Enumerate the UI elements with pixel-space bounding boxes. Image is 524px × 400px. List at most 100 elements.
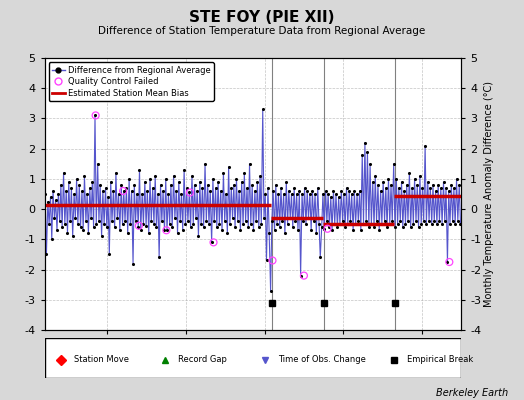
Point xyxy=(247,221,255,228)
Point xyxy=(61,221,69,228)
Point xyxy=(71,215,80,221)
Point xyxy=(172,188,180,194)
Point xyxy=(315,221,323,228)
Point xyxy=(70,191,78,197)
Point xyxy=(114,191,123,197)
Point xyxy=(99,188,107,194)
Point xyxy=(328,227,336,234)
Point xyxy=(184,218,192,224)
Point xyxy=(223,230,232,236)
Point xyxy=(112,170,120,176)
Point xyxy=(392,176,400,182)
Point xyxy=(388,218,397,224)
Point xyxy=(454,218,462,224)
Point xyxy=(169,173,178,179)
Point xyxy=(108,218,116,224)
Point xyxy=(143,188,151,194)
Point xyxy=(230,182,238,188)
Point xyxy=(248,182,256,188)
Point xyxy=(371,173,379,179)
Point xyxy=(146,176,154,182)
Point xyxy=(299,218,308,224)
Point xyxy=(416,173,424,179)
Point xyxy=(402,182,411,188)
Point xyxy=(62,188,70,194)
Point xyxy=(258,106,267,112)
Point xyxy=(358,152,366,158)
Point xyxy=(349,227,357,234)
Point xyxy=(211,185,220,191)
Point xyxy=(106,179,115,185)
Point xyxy=(121,218,129,224)
Point xyxy=(456,221,465,228)
Point xyxy=(90,224,98,230)
Point xyxy=(209,176,217,182)
Point xyxy=(452,176,461,182)
Point xyxy=(97,233,106,240)
Point xyxy=(239,221,247,228)
Point xyxy=(59,170,68,176)
Text: STE FOY (PIE XII): STE FOY (PIE XII) xyxy=(189,10,335,25)
Point xyxy=(130,182,138,188)
Text: Record Gap: Record Gap xyxy=(178,356,227,364)
Point xyxy=(291,218,300,224)
Point xyxy=(109,188,117,194)
Point xyxy=(176,218,184,224)
Point xyxy=(137,227,145,234)
Point xyxy=(370,224,378,230)
Point xyxy=(435,218,444,224)
Point xyxy=(384,176,392,182)
Point xyxy=(290,185,298,191)
Point xyxy=(413,182,421,188)
Point xyxy=(344,221,352,228)
Point xyxy=(405,170,413,176)
Point xyxy=(77,224,85,230)
Point xyxy=(271,182,280,188)
Point xyxy=(80,173,89,179)
Point xyxy=(228,215,237,221)
Point xyxy=(104,194,112,200)
Point xyxy=(333,224,342,230)
Point xyxy=(401,221,410,228)
Point xyxy=(195,179,204,185)
Point xyxy=(166,221,174,228)
Point xyxy=(363,148,372,155)
Point xyxy=(159,188,167,194)
Point xyxy=(420,218,428,224)
Point xyxy=(244,224,253,230)
Point xyxy=(361,140,369,146)
Point xyxy=(242,218,250,224)
Point xyxy=(227,185,235,191)
Point xyxy=(158,218,166,224)
Point xyxy=(421,142,429,149)
Point xyxy=(87,215,95,221)
Point xyxy=(439,179,447,185)
Point xyxy=(430,218,439,224)
Point xyxy=(354,218,363,224)
Point xyxy=(316,254,324,261)
Point xyxy=(396,218,405,224)
Point xyxy=(329,188,337,194)
Point xyxy=(213,224,221,230)
Point xyxy=(380,218,389,224)
Point xyxy=(428,221,436,228)
Point xyxy=(257,221,266,228)
Point xyxy=(151,173,159,179)
Point xyxy=(162,227,170,234)
Point xyxy=(305,191,314,197)
Point xyxy=(449,218,457,224)
Point xyxy=(181,221,190,228)
Point xyxy=(168,224,177,230)
Point xyxy=(45,221,53,228)
Point xyxy=(375,227,384,234)
Point xyxy=(200,224,208,230)
Point xyxy=(205,221,213,228)
Point xyxy=(298,191,306,197)
Point xyxy=(235,188,243,194)
Point xyxy=(79,227,88,234)
Point xyxy=(422,221,431,228)
Point xyxy=(134,224,143,230)
Text: Berkeley Earth: Berkeley Earth xyxy=(436,388,508,398)
Point xyxy=(289,224,297,230)
Point xyxy=(88,179,96,185)
